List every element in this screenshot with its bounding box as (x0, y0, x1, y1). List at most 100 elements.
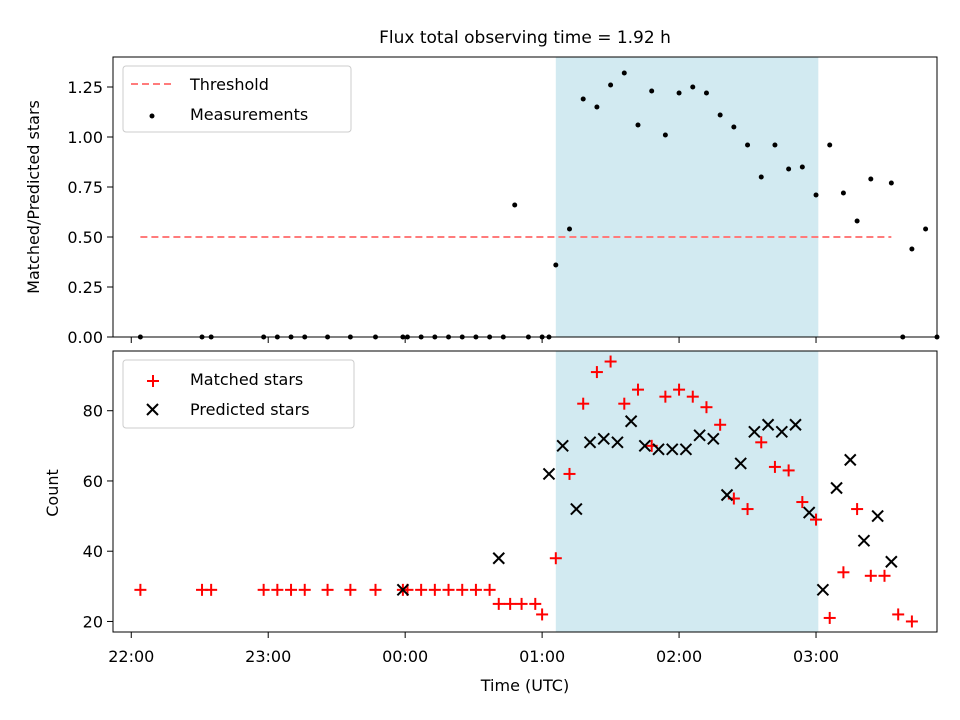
matched-star-point (864, 569, 877, 582)
top-legend: Threshold Measurements (122, 65, 352, 133)
predicted-star-point (830, 481, 843, 495)
matched-star-point (442, 583, 455, 596)
matched-star-point (483, 583, 496, 596)
predicted-star-point (583, 436, 597, 449)
measurement-point (731, 124, 737, 130)
predicted-star-point (802, 506, 816, 519)
matched-star-point (549, 552, 562, 565)
legend-measurements-label: Measurements (190, 105, 308, 124)
predicted-star-point (871, 509, 884, 523)
matched-star-point (631, 383, 644, 396)
matched-star-point (810, 513, 823, 526)
matched-star-point (428, 583, 441, 596)
x-axis-label: Time (UTC) (480, 676, 569, 695)
bottom-axes-frame (112, 350, 938, 633)
predicted-star-point (396, 583, 410, 597)
measurement-point (662, 132, 668, 138)
measurement-point (745, 142, 751, 148)
predicted-star-point (638, 439, 652, 453)
matched-star-point (686, 390, 699, 403)
matched-star-point (837, 566, 850, 579)
bottom-shaded-interval (555, 351, 819, 632)
top-panel: 0.00 0.25 0.50 0.75 1.00 1.25 Matched/Predict… (24, 56, 940, 347)
measurement-point (621, 70, 627, 76)
top-y-axis-ticks: 0.00 0.25 0.50 0.75 1.00 1.25 (67, 78, 113, 347)
measurement-point (580, 96, 586, 102)
matched-star-point (563, 467, 576, 480)
measurement-point (703, 90, 709, 96)
legend-measurements-swatch (149, 113, 155, 119)
matched-star-point (271, 583, 284, 596)
matched-star-point (504, 597, 517, 610)
predicted-star-point (556, 439, 569, 453)
predicted-star-point (624, 415, 638, 428)
measurement-point (567, 226, 573, 232)
predicted-star-point (816, 583, 830, 597)
legend-matched-label: Matched stars (190, 370, 303, 389)
measurement-point (868, 176, 874, 182)
top-shaded-interval (555, 57, 819, 337)
predicted-star-point (885, 555, 898, 568)
matched-star-point (515, 597, 528, 610)
measurement-point (923, 226, 929, 232)
measurement-point (827, 142, 833, 148)
bottom-legend: Matched stars Predicted stars (122, 359, 355, 429)
predicted-star-point (652, 443, 665, 456)
x-tick-label: 22:00 (108, 647, 154, 666)
matched-star-point (257, 583, 270, 596)
measurement-point (676, 90, 682, 96)
legend-predicted-swatch (146, 403, 159, 416)
x-tick-label: 01:00 (519, 647, 565, 666)
chart-title: Flux total observing time = 1.92 h (379, 28, 671, 48)
predicted-star-point (789, 418, 802, 431)
x-tick-label: 00:00 (382, 647, 428, 666)
measurement-point (717, 112, 723, 118)
matched-star-point (456, 583, 469, 596)
measurement-point (690, 84, 696, 90)
measurement-point (813, 192, 819, 198)
bottom-y-tick-label: 40 (83, 542, 103, 561)
matched-star-point (298, 583, 311, 596)
measurement-point (758, 174, 764, 180)
matched-star-point (905, 615, 918, 628)
matched-star-point (659, 390, 672, 403)
predicted-star-point (734, 457, 747, 470)
matched-star-point (205, 583, 218, 596)
top-x-axis-ticks (130, 337, 817, 343)
matched-star-point (469, 583, 482, 596)
predicted-star-point (693, 429, 706, 442)
matched-star-point (768, 460, 781, 473)
bottom-legend-frame (122, 359, 355, 429)
bottom-x-axis-ticks: 22:00 23:00 00:00 01:00 02:00 03:00 (108, 632, 839, 666)
matched-star-point (782, 464, 795, 477)
matched-star-point (755, 436, 768, 449)
top-y-tick-label: 0.50 (67, 228, 103, 247)
predicted-star-point (844, 453, 857, 467)
top-y-tick-label: 0.00 (67, 328, 103, 347)
predicted-star-point (775, 425, 788, 438)
matched-star-point (878, 569, 891, 582)
predicted-star-point (857, 534, 871, 547)
top-y-axis-label: Matched/Predicted stars (24, 100, 43, 294)
measurement-point (786, 166, 792, 172)
measurement-point (635, 122, 641, 128)
bottom-y-axis-ticks: 20 40 60 80 (83, 402, 113, 631)
x-tick-label: 02:00 (656, 647, 702, 666)
measurement-point (854, 218, 860, 224)
matched-star-point (796, 496, 809, 509)
top-y-tick-label: 1.25 (67, 78, 103, 97)
matched-star-point (714, 418, 727, 431)
measurement-point (888, 180, 894, 186)
matched-star-point (823, 611, 836, 624)
measurement-point (909, 246, 915, 252)
matched-star-point (577, 397, 590, 410)
predicted-star-point (542, 467, 556, 481)
matched-star-point (134, 583, 147, 596)
top-axes-frame (112, 56, 938, 338)
matched-star-point (369, 583, 382, 596)
matched-star-point (344, 583, 357, 596)
matched-star-point (590, 366, 603, 379)
matched-star-point (415, 583, 428, 596)
matched-star-point (321, 583, 334, 596)
